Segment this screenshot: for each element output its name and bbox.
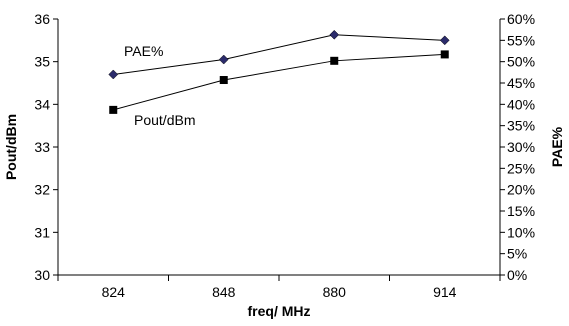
pout-point	[109, 105, 118, 114]
series-line-pae	[113, 34, 445, 75]
left-y-tick-label: 31	[34, 224, 50, 240]
right-y-tick-label: 30%	[507, 139, 535, 155]
right-y-tick-label: 15%	[507, 203, 535, 219]
left-y-tick-label: 36	[34, 11, 50, 27]
x-tick-label: 824	[102, 284, 126, 300]
series-markers	[108, 29, 450, 114]
right-y-tick-label: 50%	[507, 54, 535, 70]
x-tick-label: 880	[323, 284, 347, 300]
series-label-pout: Pout/dBm	[134, 112, 195, 128]
right-y-tick-label: 35%	[507, 118, 535, 134]
pout-point	[219, 76, 228, 85]
x-tick-label: 848	[212, 284, 236, 300]
right-y-tick-label: 25%	[507, 160, 535, 176]
tick-labels: 30 31 32 33 34 35 36 0% 5% 10% 15% 20% 25% 30% 35% 40% 4…	[34, 11, 535, 300]
left-y-tick-label: 33	[34, 139, 50, 155]
right-y-tick-label: 0%	[507, 267, 527, 283]
pae-point	[329, 29, 340, 40]
right-y-tick-label: 10%	[507, 224, 535, 240]
right-y-tick-label: 40%	[507, 96, 535, 112]
series-label-pae: PAE%	[124, 43, 163, 59]
right-y-tick-label: 45%	[507, 75, 535, 91]
ticks	[53, 18, 505, 281]
x-axis-title: freq/ MHz	[248, 303, 311, 319]
series-lines	[113, 34, 445, 111]
pae-point	[218, 54, 229, 65]
left-y-tick-label: 35	[34, 54, 50, 70]
pout-point	[330, 56, 339, 65]
pae-point	[108, 69, 119, 80]
pout-point	[440, 50, 449, 59]
right-y-tick-label: 5%	[507, 246, 527, 262]
right-y-tick-label: 55%	[507, 32, 535, 48]
left-y-tick-label: 34	[34, 96, 50, 112]
series-line-pout	[113, 53, 445, 111]
right-y-tick-label: 20%	[507, 182, 535, 198]
x-tick-label: 914	[433, 284, 457, 300]
left-y-tick-label: 32	[34, 182, 50, 198]
pae-point	[439, 35, 450, 46]
left-y-tick-label: 30	[34, 267, 50, 283]
left-y-axis-title: Pout/dBm	[3, 114, 19, 180]
right-y-axis-title: PAE%	[549, 126, 565, 167]
right-y-tick-label: 60%	[507, 11, 535, 27]
